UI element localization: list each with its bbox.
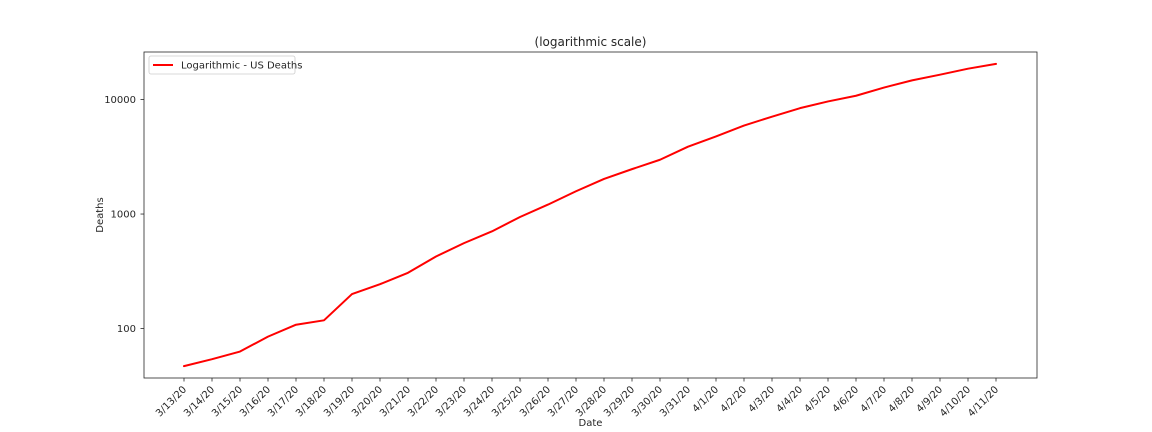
- x-tick-label: 4/2/20: [719, 384, 750, 415]
- x-tick-label: 4/3/20: [747, 384, 778, 415]
- legend-box: [148, 55, 296, 75]
- y-tick-label: 10000: [104, 95, 136, 106]
- x-axis: 3/13/203/14/203/15/203/16/203/17/203/18/…: [154, 378, 1001, 419]
- legend-label: Logarithmic - US Deaths: [181, 61, 302, 72]
- y-axis-label: Deaths: [95, 197, 106, 232]
- x-tick-label: 4/5/20: [803, 384, 834, 415]
- series-line-us-deaths: [183, 62, 997, 368]
- chart-title: (logarithmic scale): [535, 35, 647, 49]
- x-tick-label: 4/1/20: [691, 384, 722, 415]
- y-tick-label: 1000: [111, 210, 136, 221]
- x-tick-label: 4/8/20: [887, 384, 918, 415]
- x-tick-label: 3/31/20: [658, 384, 693, 419]
- plot-area: [143, 51, 1038, 379]
- x-tick-label: 4/11/20: [966, 384, 1001, 419]
- y-axis: 100 1000 10000: [104, 95, 144, 335]
- x-axis-label: Date: [579, 418, 603, 429]
- y-tick-label: 100: [117, 324, 136, 335]
- series-points: [183, 63, 997, 367]
- x-tick-label: 4/4/20: [775, 384, 806, 415]
- legend: Logarithmic - US Deaths: [148, 55, 302, 75]
- x-tick-label: 4/6/20: [831, 384, 862, 415]
- x-tick-label: 4/7/20: [859, 384, 890, 415]
